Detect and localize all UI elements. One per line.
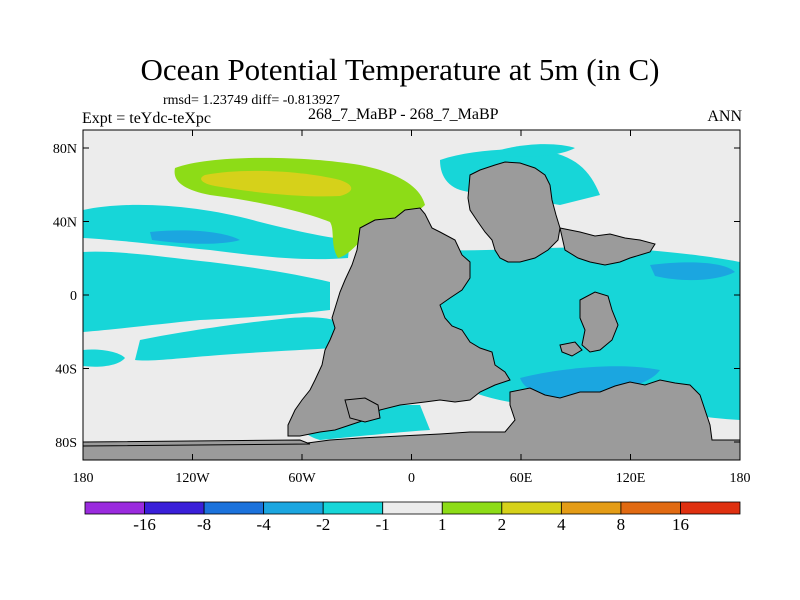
- colorbar-segment: [441, 501, 503, 515]
- lon-tick-label: 120W: [175, 471, 210, 486]
- colorbar-segment: [680, 501, 741, 515]
- land-small-island: [559, 341, 583, 357]
- lon-tick-label: 180: [73, 471, 94, 486]
- longitude-axis: 180 120W 60W 0 60E 120E 180: [73, 130, 751, 486]
- lon-tick-label: 0: [408, 471, 415, 486]
- lon-tick-label: 120E: [616, 471, 646, 486]
- colorbar-label: -16: [133, 515, 156, 534]
- cyan-patch-polar: [500, 144, 575, 157]
- experiment-label: Expt = teYdc-teXpc: [82, 110, 211, 127]
- cyan-band-north-pacific: [83, 204, 350, 260]
- colorbar-segment: [620, 501, 681, 515]
- cyan-band-south-pacific: [135, 317, 340, 361]
- colorbar-label: -4: [256, 515, 271, 534]
- colorbar-segment: [203, 501, 265, 515]
- cyan-band-south-pacific-2: [83, 349, 125, 367]
- lat-tick-label: 80N: [53, 142, 77, 157]
- case-names: 268_7_MaBP - 268_7_MaBP: [308, 106, 499, 123]
- light-blue-patch-east: [650, 262, 735, 281]
- colorbar-segment: [84, 501, 145, 515]
- latitude-axis: 80N 40N 0 40S 80S: [53, 142, 740, 451]
- land-island-east: [579, 291, 619, 353]
- colorbar-label: 2: [497, 515, 507, 534]
- lat-tick-label: 40N: [53, 216, 77, 231]
- land-south-continent: [83, 379, 740, 460]
- rmsd-diff-stats: rmsd= 1.23749 diff= -0.813927: [163, 93, 340, 108]
- land-south-peninsula: [344, 397, 381, 423]
- land-west-continent: [287, 207, 511, 437]
- lat-tick-label: 0: [70, 289, 77, 304]
- colorbar-label: -2: [316, 515, 331, 534]
- chart-title: Ocean Potential Temperature at 5m (in C): [140, 52, 660, 87]
- lat-tick-label: 80S: [55, 436, 77, 451]
- colorbar-label: -8: [196, 515, 212, 534]
- colorbar-segment: [322, 501, 384, 515]
- colorbar-label: -1: [375, 515, 390, 534]
- colorbar: [84, 501, 741, 515]
- light-blue-region-south-indian: [520, 366, 660, 398]
- yellow-region-north: [201, 170, 352, 197]
- map-fields: [83, 130, 740, 460]
- light-blue-patch-pacific: [150, 230, 240, 244]
- colorbar-segment: [501, 501, 562, 515]
- colorbar-segment: [263, 501, 324, 515]
- land-south-band-west: [83, 439, 311, 447]
- lon-tick-label: 60W: [288, 471, 316, 486]
- colorbar-label: 16: [671, 515, 689, 534]
- land-north-continent: [467, 161, 561, 263]
- colorbar-segment: [560, 501, 622, 515]
- lon-tick-label: 180: [730, 471, 751, 486]
- colorbar-segment: [144, 501, 205, 515]
- lon-tick-label: 60E: [510, 471, 533, 486]
- cyan-band-tropical-pacific: [83, 251, 330, 332]
- land-east-continent: [559, 227, 656, 266]
- lat-tick-label: 40S: [55, 363, 77, 378]
- colorbar-label: 1: [438, 515, 447, 534]
- colorbar-label: 4: [557, 515, 566, 534]
- colorbar-label: 8: [616, 515, 626, 534]
- colorbar-segment: [382, 501, 443, 515]
- season-label: ANN: [707, 108, 742, 125]
